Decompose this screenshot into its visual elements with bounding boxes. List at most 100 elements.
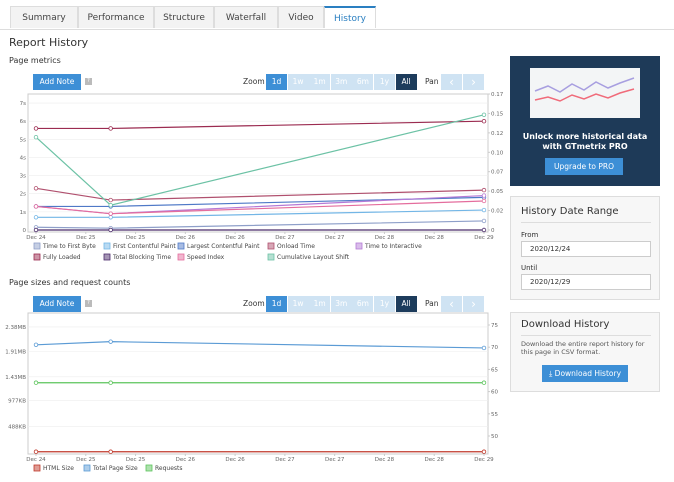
y-tick-label: 3s — [20, 174, 26, 180]
series-line — [35, 341, 485, 349]
legend-swatch — [267, 242, 275, 250]
legend-label: Fully Loaded — [43, 254, 81, 261]
tab[interactable]: Summary — [10, 6, 78, 28]
help-icon[interactable]: ? — [85, 78, 92, 85]
point — [108, 211, 113, 216]
point — [33, 134, 39, 140]
tab[interactable]: Performance — [78, 6, 154, 28]
plot-frame — [27, 312, 489, 455]
rule — [521, 222, 651, 223]
zoom-button[interactable]: 3m — [330, 296, 352, 312]
point — [481, 207, 487, 213]
y2-tick-label: 0.10 — [491, 150, 504, 156]
point — [108, 197, 113, 203]
point — [108, 227, 113, 233]
y2-tick-label: 0.15 — [491, 111, 504, 117]
zoom-button[interactable]: 3m — [330, 74, 352, 90]
point — [481, 193, 487, 198]
legend-label: Requests — [155, 465, 183, 472]
zoom-button[interactable]: All — [395, 74, 417, 90]
y-tick-label: 1.43MB — [5, 375, 26, 381]
y-tick-label: 5s — [20, 137, 26, 143]
series-line — [36, 120, 485, 130]
point — [481, 218, 487, 224]
zoom-button[interactable]: 1y — [374, 74, 395, 90]
x-tick-label: Dec 25 — [126, 457, 146, 463]
zoom-button[interactable]: 1w — [287, 74, 309, 90]
x-tick-label: Dec 26 — [176, 235, 196, 241]
zoom-button[interactable]: 1m — [309, 74, 331, 90]
download-button[interactable]: ⤓ Download History — [542, 365, 628, 382]
x-tick-label: Dec 29 — [474, 457, 494, 463]
add-note-button[interactable]: Add Note — [33, 74, 81, 90]
legend-label: Time to Interactive — [364, 243, 422, 250]
tab[interactable]: History — [324, 6, 376, 28]
date-input[interactable]: 2020/12/24 — [521, 241, 651, 257]
pan-label: Pan — [425, 77, 439, 86]
pan-right[interactable]: › — [463, 74, 484, 90]
pan-right[interactable]: › — [463, 296, 484, 312]
zoom-button[interactable]: 1d — [266, 296, 287, 312]
zoom-button[interactable]: 6m — [352, 296, 374, 312]
tab[interactable]: Structure — [154, 6, 214, 28]
series-line — [35, 220, 485, 229]
legend-swatch — [355, 242, 363, 250]
x-tick-label: Dec 26 — [176, 457, 196, 463]
tab[interactable]: Video — [278, 6, 324, 28]
y-tick-label: 1.91MB — [5, 350, 26, 356]
legend-label: Largest Contentful Paint — [187, 243, 260, 250]
y-tick-label: 2.38MB — [5, 325, 26, 331]
y-tick-label: 977KB — [8, 399, 26, 405]
pan-left[interactable]: ‹ — [441, 74, 462, 90]
x-tick-label: Dec 26 — [225, 457, 245, 463]
plot-frame — [27, 93, 489, 233]
y2-tick-label: 60 — [491, 390, 498, 396]
heading: Report History — [9, 36, 89, 49]
y-tick-label: 4s — [20, 155, 26, 161]
zoom-button[interactable]: 1m — [309, 296, 331, 312]
x-tick-label: Dec 26 — [225, 235, 245, 241]
download-box: Download History Download the entire rep… — [510, 312, 660, 392]
legend-label: Time to First Byte — [42, 243, 96, 250]
zoom-button[interactable]: 1w — [287, 296, 309, 312]
rule — [521, 335, 651, 336]
point — [108, 380, 113, 385]
y2-tick-label: 0.17 — [491, 92, 504, 98]
label: From — [521, 231, 539, 239]
legend-label: Total Blocking Time — [112, 254, 171, 261]
promo-chart-bg — [530, 68, 640, 118]
promo-line — [534, 77, 635, 93]
date-input[interactable]: 2020/12/29 — [521, 274, 651, 290]
x-tick-label: Dec 28 — [425, 457, 445, 463]
zoom-button[interactable]: 1y — [374, 296, 395, 312]
y-tick-label: 488KB — [8, 424, 26, 430]
tab-rule — [0, 29, 674, 30]
tab[interactable]: Waterfall — [214, 6, 278, 28]
zoom-button[interactable]: All — [395, 296, 417, 312]
legend-swatch — [103, 242, 111, 250]
box-title: History Date Range — [521, 206, 619, 217]
x-tick-label: Dec 27 — [325, 457, 345, 463]
point — [33, 342, 39, 347]
upgrade-button[interactable]: Upgrade to PRO — [545, 158, 623, 175]
y2-tick-label: 50 — [491, 434, 498, 440]
pan-left[interactable]: ‹ — [441, 296, 462, 312]
legend-label: Cumulative Layout Shift — [277, 254, 350, 261]
legend-swatch — [177, 253, 185, 261]
y-tick-label: 1s — [20, 210, 26, 216]
help-icon[interactable]: ? — [85, 300, 92, 307]
point — [481, 345, 487, 351]
chart-title: Page sizes and request counts — [9, 278, 131, 287]
box-title: Download History — [521, 319, 610, 330]
point — [481, 198, 487, 204]
add-note-button[interactable]: Add Note — [33, 296, 81, 312]
promo: Unlock more historical data with GTmetri… — [510, 56, 660, 186]
legend-swatch — [33, 253, 41, 261]
x-tick-label: Dec 25 — [126, 235, 146, 241]
zoom-button[interactable]: 1d — [266, 74, 287, 90]
y-tick-label: 7s — [20, 101, 26, 107]
y2-tick-label: 55 — [491, 412, 498, 418]
zoom-button[interactable]: 6m — [352, 74, 374, 90]
legend-label: Total Page Size — [92, 465, 138, 472]
